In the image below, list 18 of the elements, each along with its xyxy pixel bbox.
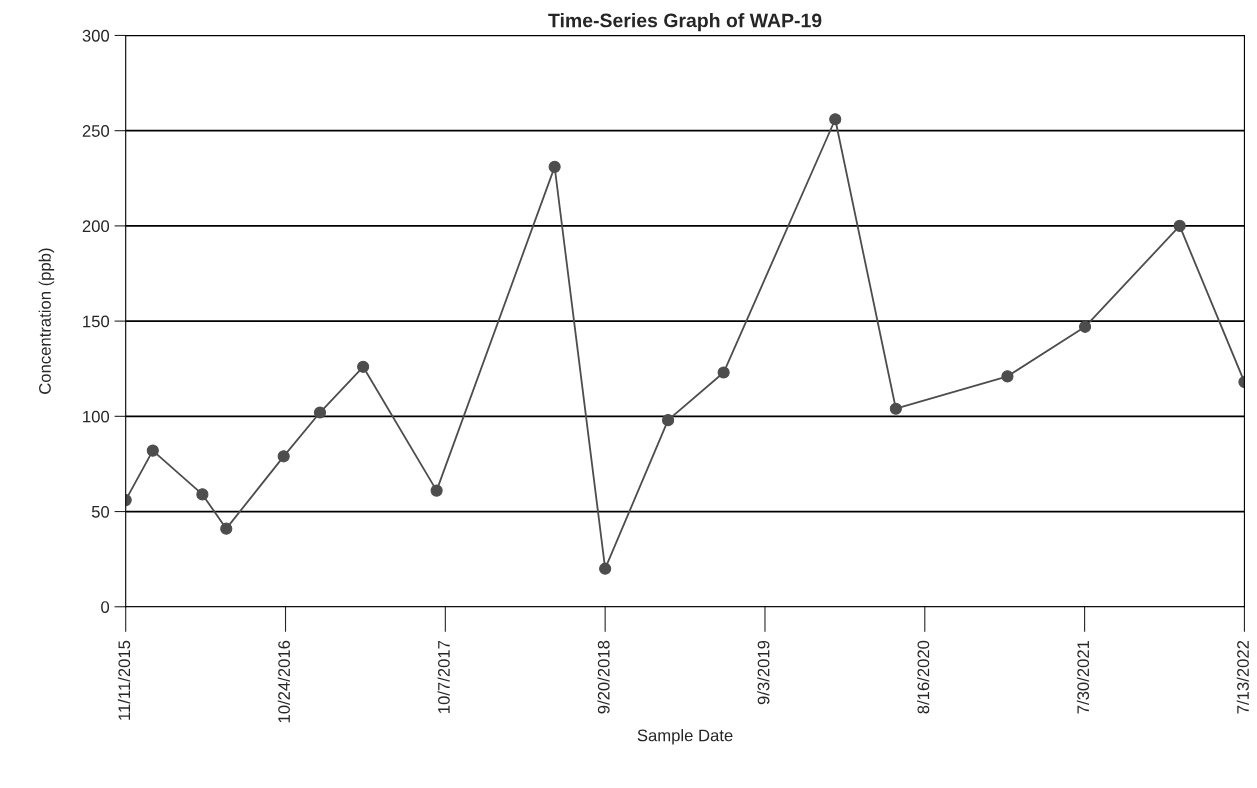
- x-tick-label: 7/13/2022: [1236, 640, 1249, 714]
- y-tick-label: 150: [83, 315, 110, 328]
- x-tick-label: 9/20/2018: [597, 640, 610, 714]
- x-tick-label: 7/30/2021: [1076, 640, 1090, 714]
- y-tick-label: 200: [82, 220, 110, 233]
- y-tick-label: 100: [83, 410, 110, 423]
- y-tick-label: 300: [82, 29, 110, 42]
- x-tick-label: 9/3/2019: [757, 640, 770, 705]
- y-axis-title: Concentration (ppb): [38, 248, 55, 394]
- x-tick-label: 10/24/2016: [277, 640, 290, 723]
- x-tick-label: 11/11/2015: [117, 640, 131, 720]
- x-tick-label: 8/16/2020: [917, 640, 930, 714]
- y-tick-label: 0: [101, 601, 110, 613]
- y-tick-label: 250: [82, 125, 110, 137]
- y-tick-label: 50: [91, 505, 110, 518]
- chart-title: Time-Series Graph of WAP-19: [548, 13, 822, 32]
- x-tick-label: 10/7/2017: [437, 640, 450, 713]
- x-axis-title: Sample Date: [637, 729, 733, 745]
